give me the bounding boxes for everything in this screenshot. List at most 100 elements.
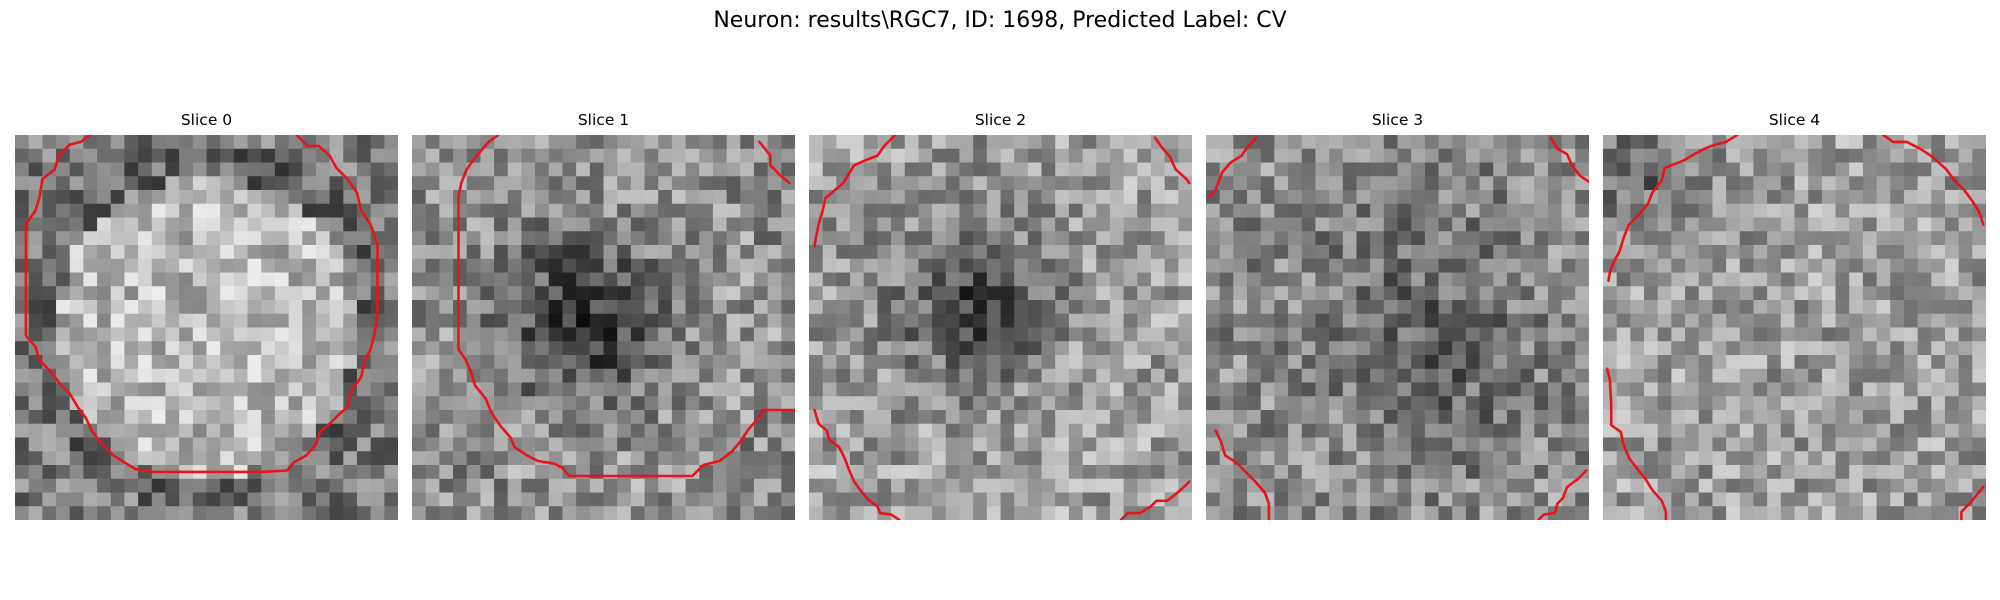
- pixel: [685, 286, 700, 301]
- pixel: [1206, 437, 1221, 452]
- pixel: [480, 203, 495, 219]
- pixel: [740, 313, 755, 329]
- pixel: [1411, 148, 1426, 164]
- pixel: [1657, 492, 1672, 507]
- pixel: [1835, 368, 1850, 384]
- pixel: [1068, 368, 1084, 384]
- pixel: [83, 382, 98, 397]
- pixel: [1247, 286, 1262, 301]
- pixel: [83, 506, 98, 520]
- pixel: [1958, 478, 1973, 494]
- pixel: [1424, 355, 1440, 370]
- pixel: [1452, 492, 1467, 507]
- pixel: [1739, 437, 1755, 452]
- pixel: [315, 478, 331, 494]
- pixel: [151, 313, 167, 329]
- pixel: [343, 300, 358, 315]
- pixel: [1383, 437, 1399, 452]
- pixel: [1014, 286, 1029, 301]
- pixel: [384, 313, 398, 329]
- pixel: [1630, 355, 1645, 370]
- pixel: [138, 327, 153, 342]
- pixel: [1424, 162, 1440, 177]
- pixel: [562, 300, 577, 315]
- pixel: [836, 396, 851, 411]
- pixel: [1698, 410, 1714, 425]
- pixel: [535, 465, 550, 480]
- pixel: [384, 148, 398, 164]
- pixel: [1849, 327, 1864, 342]
- pixel: [1274, 368, 1289, 384]
- pixel: [110, 313, 126, 329]
- pixel: [28, 410, 43, 425]
- pixel: [1329, 245, 1344, 260]
- pixel: [97, 478, 112, 494]
- pixel: [1547, 465, 1563, 480]
- pixel: [233, 313, 249, 329]
- pixel: [1958, 300, 1973, 315]
- pixel: [1465, 355, 1481, 370]
- pixel: [863, 217, 878, 232]
- pixel: [1876, 368, 1891, 384]
- pixel: [1315, 355, 1330, 370]
- pixel: [220, 437, 235, 452]
- pixel: [986, 368, 1002, 384]
- pixel: [1876, 327, 1891, 342]
- pixel: [124, 231, 139, 246]
- pixel: [863, 272, 878, 287]
- pixel: [1493, 245, 1508, 260]
- pixel: [480, 217, 495, 232]
- pixel: [1479, 135, 1494, 150]
- pixel: [932, 245, 947, 260]
- pixel: [1055, 451, 1070, 466]
- pixel: [850, 148, 865, 164]
- pixel: [1780, 368, 1796, 384]
- pixel: [1109, 245, 1125, 260]
- pixel: [453, 410, 468, 425]
- pixel: [877, 410, 892, 425]
- pixel: [986, 258, 1002, 274]
- pixel: [1931, 217, 1946, 232]
- pixel: [658, 341, 673, 356]
- pixel: [1698, 382, 1714, 397]
- pixel: [1383, 368, 1399, 384]
- pixel: [548, 135, 564, 150]
- pixel: [165, 162, 180, 177]
- pixel: [1644, 410, 1659, 425]
- pixel: [356, 148, 372, 164]
- pixel: [658, 176, 673, 191]
- pixel: [1534, 135, 1549, 150]
- pixel: [1041, 313, 1056, 329]
- pixel: [124, 162, 139, 177]
- pixel: [904, 217, 920, 232]
- pixel: [1671, 162, 1686, 177]
- pixel: [671, 135, 687, 150]
- pixel: [453, 190, 468, 205]
- pixel: [1479, 300, 1494, 315]
- pixel: [356, 423, 372, 439]
- pixel: [1862, 258, 1878, 274]
- pixel: [1862, 355, 1878, 370]
- pixel: [904, 382, 920, 397]
- pixel: [986, 396, 1002, 411]
- pixel: [1150, 396, 1166, 411]
- pixel: [138, 506, 153, 520]
- pixel: [69, 203, 84, 219]
- pixel: [1944, 396, 1960, 411]
- pixel: [644, 451, 659, 466]
- pixel: [1041, 245, 1056, 260]
- pixel: [1014, 451, 1029, 466]
- pixel: [507, 272, 523, 287]
- pixel: [1411, 300, 1426, 315]
- pixel: [315, 355, 331, 370]
- pixel: [973, 327, 988, 342]
- pixel: [1753, 286, 1768, 301]
- pixel: [1520, 423, 1535, 439]
- pixel: [562, 423, 577, 439]
- pixel: [97, 300, 112, 315]
- pixel: [494, 465, 509, 480]
- pixel: [15, 341, 30, 356]
- pixel: [1342, 258, 1358, 274]
- pixel: [83, 245, 98, 260]
- pixel: [343, 478, 358, 494]
